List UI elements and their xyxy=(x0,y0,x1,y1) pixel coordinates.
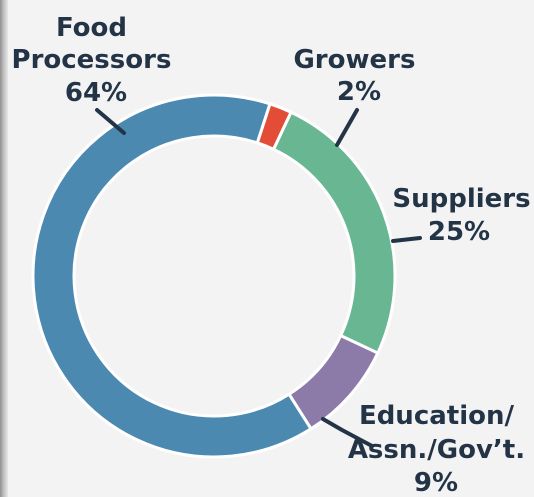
slice-suppliers xyxy=(272,110,397,355)
leader-education-assn-govt xyxy=(321,417,374,448)
svg-text:Growers 2%: Growers 2% xyxy=(293,45,424,107)
svg-text:Education/ Assn./Gov’t: Education/ Assn./Gov’t. 9% xyxy=(348,401,534,497)
education-percent: 9% xyxy=(414,468,458,497)
suppliers-percent: 25% xyxy=(428,217,490,247)
suppliers-label: Suppliers xyxy=(392,184,530,214)
slice-food-processors xyxy=(31,93,313,459)
svg-text:Suppliers 25%: Suppliers 25% xyxy=(392,184,534,247)
education-label-line-1: Education/ xyxy=(359,401,515,431)
label-growers: Growers 2% xyxy=(293,45,424,107)
leader-lines xyxy=(95,108,422,448)
leader-suppliers xyxy=(391,236,422,243)
svg-text:Food Processors: Food Processors 64% xyxy=(12,13,181,108)
donut-slices xyxy=(31,93,397,459)
label-suppliers: Suppliers 25% xyxy=(392,184,534,247)
food-processors-label-line-1: Food xyxy=(56,13,127,43)
left-edge-shadow xyxy=(0,0,8,497)
growers-percent: 2% xyxy=(337,77,381,107)
education-label-line-2: Assn./Gov’t. xyxy=(348,435,525,465)
label-food-processors: Food Processors 64% xyxy=(12,13,181,108)
food-processors-label-line-2: Processors xyxy=(12,45,172,75)
food-processors-percent: 64% xyxy=(65,78,127,108)
leader-growers xyxy=(335,108,359,147)
label-education-assn-govt: Education/ Assn./Gov’t. 9% xyxy=(348,401,534,497)
leader-food-processors xyxy=(95,108,126,135)
growers-label: Growers xyxy=(293,45,415,75)
